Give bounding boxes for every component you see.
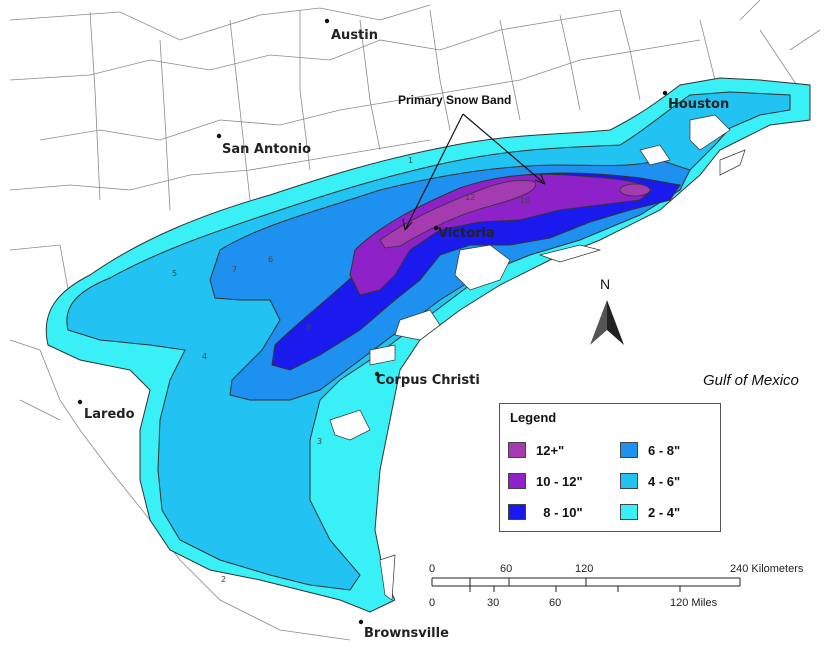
north-arrow: N bbox=[590, 276, 624, 345]
legend-item: 12+" bbox=[508, 442, 564, 458]
legend: Legend 12+" 10 - 12" 8 - 10" 6 - 8" 4 - … bbox=[499, 403, 721, 532]
city-label-laredo: Laredo bbox=[84, 407, 135, 422]
city-label-houston: Houston bbox=[668, 97, 729, 112]
city-label-san-antonio: San Antonio bbox=[222, 142, 311, 157]
legend-swatch bbox=[620, 442, 638, 458]
legend-item: 6 - 8" bbox=[620, 442, 680, 458]
city-dot-austin bbox=[324, 18, 330, 24]
contour-label: 4 bbox=[202, 352, 207, 361]
legend-title: Legend bbox=[510, 410, 557, 425]
city-dot-houston bbox=[662, 90, 668, 96]
north-arrow-right bbox=[607, 300, 624, 345]
legend-label: 4 - 6" bbox=[648, 473, 681, 489]
zone-12-plus bbox=[379, 180, 537, 249]
contour-label: 5 bbox=[172, 269, 177, 278]
legend-item: 10 - 12" bbox=[508, 473, 583, 489]
zone-12-plus-east bbox=[619, 183, 651, 197]
contour-label: 6 bbox=[268, 255, 273, 264]
north-arrow-left bbox=[590, 300, 607, 345]
legend-swatch bbox=[620, 504, 638, 520]
city-dot-laredo bbox=[77, 399, 83, 405]
city-label-corpus-christi: Corpus Christi bbox=[376, 373, 480, 388]
scale-bar: 0 60 120 240 Kilometers 0 30 60 120 Mile… bbox=[429, 563, 804, 609]
snow-band-arrows bbox=[402, 113, 546, 231]
contour-label: 10 bbox=[520, 196, 530, 205]
city-label-austin: Austin bbox=[331, 28, 378, 43]
legend-swatch bbox=[620, 473, 638, 489]
scale-km-60: 60 bbox=[500, 563, 512, 575]
scale-mi-0: 0 bbox=[429, 597, 435, 609]
scale-mi-30: 30 bbox=[487, 597, 499, 609]
contour-label: 2 bbox=[221, 575, 226, 584]
legend-label: 8 - 10" bbox=[536, 504, 583, 520]
city-dots bbox=[77, 18, 668, 625]
city-label-victoria: Victoria bbox=[438, 226, 495, 241]
contour-label: 3 bbox=[317, 437, 322, 446]
legend-label: 12+" bbox=[536, 442, 565, 458]
scale-mi-60: 60 bbox=[549, 597, 561, 609]
legend-item: 4 - 6" bbox=[620, 473, 680, 489]
city-dot-brownsville bbox=[358, 619, 364, 625]
legend-swatch bbox=[508, 442, 526, 458]
contour-labels: 1 2 3 4 5 6 7 8 10 12 bbox=[172, 156, 530, 584]
legend-item: 8 - 10" bbox=[508, 504, 583, 520]
bays bbox=[329, 114, 746, 601]
city-dot-san-antonio bbox=[216, 133, 222, 139]
legend-label: 2 - 4" bbox=[648, 504, 681, 520]
legend-label: 6 - 8" bbox=[648, 442, 681, 458]
city-dot-victoria bbox=[433, 225, 439, 231]
gulf-label: Gulf of Mexico bbox=[703, 372, 799, 389]
contour-label: 1 bbox=[408, 156, 413, 165]
snow-band-label: Primary Snow Band bbox=[398, 93, 511, 107]
scale-km-240: 240 Kilometers bbox=[730, 563, 804, 575]
scale-mi-120: 120 Miles bbox=[670, 597, 718, 609]
contour-label: 12 bbox=[465, 193, 475, 202]
legend-item: 2 - 4" bbox=[620, 504, 680, 520]
legend-swatch bbox=[508, 473, 526, 489]
contour-label: 8 bbox=[306, 323, 311, 332]
city-label-brownsville: Brownsville bbox=[364, 626, 449, 641]
scale-km-0: 0 bbox=[429, 563, 435, 575]
scale-km-120: 120 bbox=[575, 563, 593, 575]
north-letter: N bbox=[600, 276, 610, 292]
legend-swatch bbox=[508, 504, 526, 520]
legend-label: 10 - 12" bbox=[536, 473, 583, 489]
contour-label: 7 bbox=[232, 265, 237, 274]
city-dot-corpus-christi bbox=[374, 371, 380, 377]
